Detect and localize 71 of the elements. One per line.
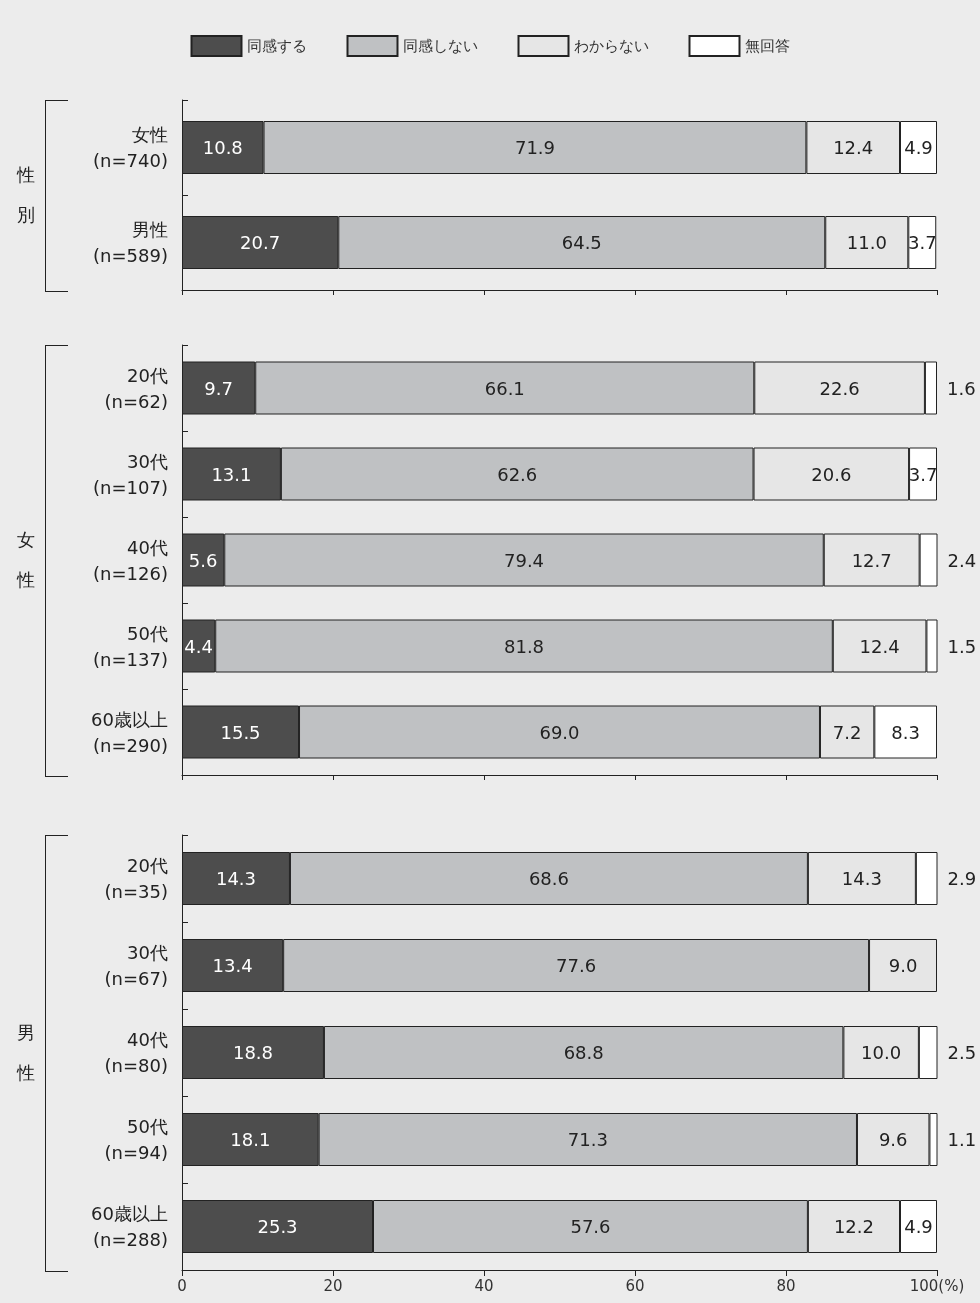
- data-label: 11.0: [846, 232, 887, 253]
- data-label: 1.6: [947, 377, 976, 399]
- y-tick-label: 女性 (n=740): [93, 124, 168, 171]
- y-tick-label: 40代 (n=126): [93, 536, 168, 584]
- data-label: 25.3: [257, 1216, 298, 1237]
- y-tick-label: 50代 (n=94): [104, 1116, 168, 1163]
- data-label: 14.3: [841, 868, 882, 889]
- x-tick-label: 40: [474, 1276, 494, 1295]
- data-label: 7.2: [832, 721, 862, 743]
- legend-label: 同感しない: [402, 37, 478, 55]
- data-label: 2.9: [947, 868, 977, 889]
- y-axis-title: 性別: [16, 163, 36, 227]
- data-label: 4.9: [904, 137, 933, 158]
- data-label: 62.6: [497, 463, 538, 485]
- data-label: 68.8: [563, 1042, 604, 1063]
- data-label: 2.5: [947, 1042, 977, 1063]
- data-label: 13.4: [212, 955, 253, 976]
- data-label: 18.8: [232, 1042, 274, 1063]
- data-label: 10.0: [861, 1042, 902, 1063]
- data-label: 2.4: [947, 549, 977, 571]
- x-tick-label: 20: [323, 1276, 343, 1295]
- legend-label: 無回答: [744, 37, 790, 55]
- x-tick-label: 60: [625, 1276, 645, 1295]
- data-label: 77.6: [556, 955, 597, 976]
- y-tick-label: 20代 (n=62): [104, 364, 168, 412]
- data-label: 12.2: [833, 1216, 874, 1237]
- x-tick-label: 80: [776, 1276, 796, 1295]
- data-label: 1.1: [947, 1129, 977, 1150]
- y-axis-title: 男性: [16, 1020, 36, 1085]
- data-label: 1.5: [947, 635, 977, 657]
- legend-label: わからない: [573, 37, 649, 55]
- data-label: 12.7: [851, 549, 892, 571]
- y-axis-title: 女性: [16, 528, 36, 592]
- data-label: 14.3: [215, 868, 257, 889]
- data-label: 9.0: [888, 955, 918, 976]
- data-label: 4.9: [904, 1216, 933, 1237]
- data-label: 15.5: [220, 721, 261, 743]
- x-tick-label: 100(%): [909, 1276, 965, 1295]
- y-tick-label: 男性 (n=589): [93, 219, 168, 266]
- data-label: 9.7: [204, 377, 233, 399]
- legend-label: 同感する: [246, 37, 307, 55]
- data-label: 10.8: [202, 137, 243, 158]
- y-tick-label: 60歳以上 (n=290): [91, 708, 168, 756]
- data-label: 8.3: [891, 721, 920, 743]
- data-label: 64.5: [561, 232, 602, 253]
- x-tick-label: 0: [177, 1276, 187, 1295]
- data-label: 71.9: [514, 137, 555, 158]
- data-label: 12.4: [833, 137, 874, 158]
- data-label: 5.6: [188, 549, 218, 571]
- data-label: 22.6: [819, 377, 860, 399]
- data-label: 13.1: [211, 463, 252, 485]
- data-label: 66.1: [484, 377, 525, 399]
- y-tick-label: 40代 (n=80): [104, 1029, 168, 1076]
- data-label: 12.4: [859, 635, 900, 657]
- y-tick-label: 30代 (n=107): [93, 450, 168, 498]
- data-label: 81.8: [503, 635, 545, 657]
- y-tick-label: 30代 (n=67): [104, 942, 168, 989]
- data-label: 68.6: [528, 868, 569, 889]
- y-tick-label: 20代 (n=35): [104, 855, 168, 902]
- y-tick-label: 60歳以上 (n=288): [91, 1203, 168, 1250]
- y-tick-label: 50代 (n=137): [93, 622, 168, 670]
- data-label: 3.7: [908, 463, 938, 485]
- data-label: 79.4: [503, 549, 545, 571]
- data-label: 4.4: [184, 635, 213, 657]
- data-label: 20.6: [811, 463, 852, 485]
- data-label: 20.7: [240, 232, 281, 253]
- data-label: 18.1: [230, 1129, 271, 1150]
- data-label: 57.6: [570, 1216, 611, 1237]
- data-label: 9.6: [878, 1129, 908, 1150]
- data-label: 71.3: [567, 1129, 608, 1150]
- data-label: 69.0: [539, 721, 580, 743]
